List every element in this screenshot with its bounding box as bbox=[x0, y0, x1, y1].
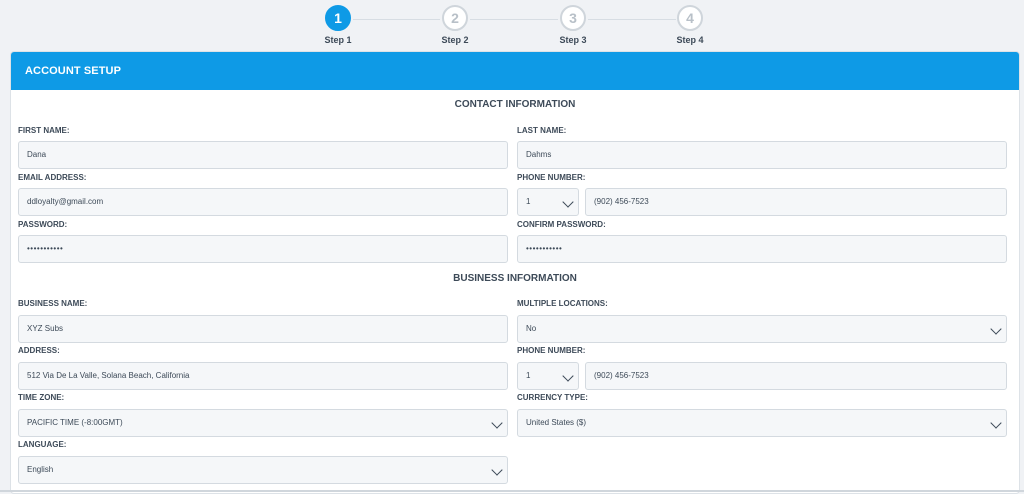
multiple-locations-value: No bbox=[526, 324, 537, 333]
password-field[interactable]: ••••••••••• bbox=[18, 235, 508, 263]
step-2-circle: 2 bbox=[442, 5, 468, 31]
business-phone-country-code-value: 1 bbox=[526, 371, 531, 380]
phone-country-code-value: 1 bbox=[526, 197, 531, 206]
currency-type-label: CURRENCY TYPE: bbox=[517, 393, 588, 402]
step-4-label: Step 4 bbox=[676, 35, 704, 45]
currency-type-select[interactable]: United States ($) bbox=[517, 409, 1007, 437]
first-name-label: FIRST NAME: bbox=[18, 126, 70, 135]
email-field[interactable]: ddloyalty@gmail.com bbox=[18, 188, 508, 216]
card-header: ACCOUNT SETUP bbox=[11, 52, 1019, 90]
first-name-field[interactable]: Dana bbox=[18, 141, 508, 169]
step-1[interactable]: 1 Step 1 bbox=[308, 5, 368, 45]
contact-section-title: CONTACT INFORMATION bbox=[454, 99, 576, 110]
step-connector bbox=[470, 19, 558, 20]
last-name-label: LAST NAME: bbox=[517, 126, 567, 135]
business-name-field[interactable]: XYZ Subs bbox=[18, 315, 508, 343]
step-4-circle: 4 bbox=[677, 5, 703, 31]
phone-field[interactable]: (902) 456-7523 bbox=[585, 188, 1007, 216]
time-zone-select[interactable]: PACIFIC TIME (-8:00GMT) bbox=[18, 409, 508, 437]
step-3-circle: 3 bbox=[560, 5, 586, 31]
chevron-down-icon bbox=[491, 417, 503, 429]
password-label: PASSWORD: bbox=[18, 220, 68, 229]
address-label: ADDRESS: bbox=[18, 346, 60, 355]
multiple-locations-label: MULTIPLE LOCATIONS: bbox=[517, 299, 608, 308]
email-label: EMAIL ADDRESS: bbox=[18, 173, 87, 182]
address-field[interactable]: 512 Via De La Valle, Solana Beach, Calif… bbox=[18, 362, 508, 390]
business-name-label: BUSINESS NAME: bbox=[18, 299, 88, 308]
stepper: 1 Step 1 2 Step 2 3 Step 3 4 Step 4 bbox=[0, 0, 1024, 50]
step-2-label: Step 2 bbox=[441, 35, 469, 45]
step-3-label: Step 3 bbox=[559, 35, 587, 45]
account-setup-card: ACCOUNT SETUP CONTACT INFORMATION FIRST … bbox=[10, 51, 1020, 494]
chevron-down-icon bbox=[491, 464, 503, 476]
confirm-password-field[interactable]: ••••••••••• bbox=[517, 235, 1007, 263]
step-2[interactable]: 2 Step 2 bbox=[425, 5, 485, 45]
business-phone-label: PHONE NUMBER: bbox=[517, 346, 586, 355]
language-value: English bbox=[27, 465, 54, 474]
step-1-circle: 1 bbox=[325, 5, 351, 31]
step-connector bbox=[353, 19, 440, 20]
phone-country-code-select[interactable]: 1 bbox=[517, 188, 579, 216]
language-label: LANGUAGE: bbox=[18, 440, 67, 449]
chevron-down-icon bbox=[562, 196, 574, 208]
multiple-locations-select[interactable]: No bbox=[517, 315, 1007, 343]
chevron-down-icon bbox=[562, 370, 574, 382]
time-zone-value: PACIFIC TIME (-8:00GMT) bbox=[27, 418, 123, 427]
confirm-password-label: CONFIRM PASSWORD: bbox=[517, 220, 606, 229]
language-select[interactable]: English bbox=[18, 456, 508, 484]
step-connector bbox=[588, 19, 676, 20]
bottom-divider bbox=[0, 490, 1024, 492]
last-name-field[interactable]: Dahms bbox=[517, 141, 1007, 169]
phone-label: PHONE NUMBER: bbox=[517, 173, 586, 182]
chevron-down-icon bbox=[990, 323, 1002, 335]
step-4[interactable]: 4 Step 4 bbox=[660, 5, 720, 45]
business-phone-field[interactable]: (902) 456-7523 bbox=[585, 362, 1007, 390]
chevron-down-icon bbox=[990, 417, 1002, 429]
business-section-title: BUSINESS INFORMATION bbox=[453, 273, 577, 284]
step-1-label: Step 1 bbox=[324, 35, 352, 45]
step-3[interactable]: 3 Step 3 bbox=[543, 5, 603, 45]
business-phone-country-code-select[interactable]: 1 bbox=[517, 362, 579, 390]
time-zone-label: TIME ZONE: bbox=[18, 393, 65, 402]
currency-type-value: United States ($) bbox=[526, 418, 587, 427]
